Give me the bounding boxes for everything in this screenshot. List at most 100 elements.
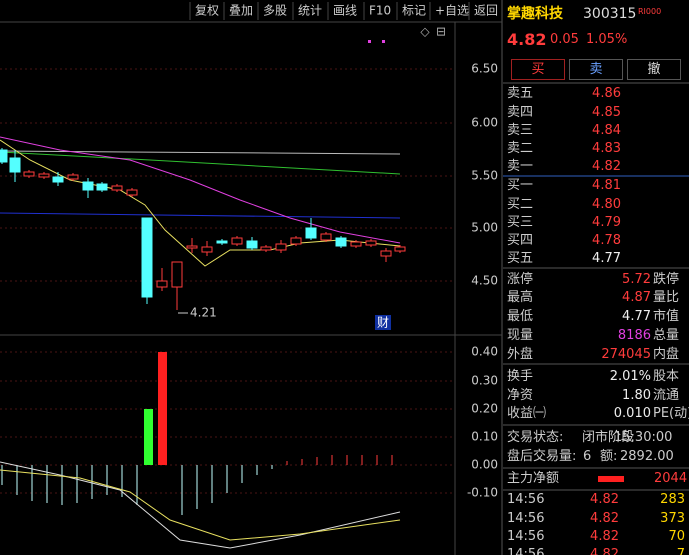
candle-body [350, 241, 362, 247]
toolbar-button[interactable]: 返回 [474, 4, 498, 18]
flow-value: 2044 [654, 471, 688, 486]
stat-label: 总量 [653, 328, 680, 343]
candle-body [171, 261, 183, 288]
candle-body [305, 227, 317, 239]
macd-bar [144, 409, 153, 465]
candle-body [126, 189, 138, 196]
stat-label: 换手 [507, 369, 534, 384]
status-label: 盘后交易量: [507, 449, 577, 464]
ask-label: 卖一 [507, 159, 534, 174]
candle-body [320, 233, 332, 241]
stat-label: PE(动) [653, 406, 689, 421]
bid-price: 4.78 [592, 233, 621, 248]
bid-label: 买三 [507, 215, 534, 230]
ask-price: 4.85 [592, 105, 621, 120]
flow-label: 主力净额 [507, 471, 560, 486]
status-value: 6 [583, 449, 592, 464]
bid-price: 4.81 [592, 178, 621, 193]
candle-body [201, 246, 213, 253]
ask-label: 卖五 [507, 86, 534, 101]
trade-time: 14:56 [507, 492, 545, 507]
candle-body [9, 157, 21, 173]
ask-price: 4.83 [592, 141, 621, 156]
bid-label: 买五 [507, 251, 534, 266]
ma-line [0, 212, 401, 219]
y-tick-label: 6.50 [471, 62, 498, 76]
toolbar-button[interactable]: 叠加 [229, 4, 253, 18]
trade-volume: 70 [668, 529, 685, 544]
candle-body [275, 243, 287, 251]
bid-label: 买四 [507, 233, 534, 248]
macd-bar [158, 352, 167, 465]
stat-value: 8186 [617, 328, 651, 343]
status-value: 2892.00 [620, 449, 674, 464]
stat-label: 股本 [653, 369, 680, 384]
stat-label: 收益㈠ [507, 406, 547, 421]
toolbar-button[interactable]: 复权 [195, 4, 219, 18]
stat-label: 最高 [507, 290, 534, 305]
ma-line [0, 136, 401, 244]
toolbar-button[interactable]: F10 [369, 4, 391, 18]
trade-time: 14:56 [507, 529, 545, 544]
candle-body [186, 245, 198, 249]
y-tick-label: 0.10 [471, 430, 498, 444]
icon[interactable]: ◇ [420, 25, 430, 39]
candle-body [52, 176, 64, 183]
y-tick-label: 5.50 [471, 169, 498, 183]
candle-body [216, 240, 228, 244]
ask-label: 卖三 [507, 123, 534, 138]
stat-label: 内盘 [653, 347, 680, 362]
candle-body [141, 217, 153, 298]
badge-box [375, 315, 391, 330]
low-label: 4.21 [190, 306, 217, 320]
y-tick-label: 0.40 [471, 345, 498, 359]
trade-button[interactable]: 卖 [569, 59, 623, 80]
ask-price: 4.84 [592, 123, 621, 138]
toolbar-button[interactable]: 画线 [333, 4, 357, 18]
icon[interactable]: ⊟ [436, 25, 446, 39]
toolbar-button[interactable]: 标记 [402, 4, 426, 18]
stat-value: 1.80 [622, 388, 651, 403]
stat-label: 最低 [507, 309, 534, 324]
trade-price: 4.82 [590, 547, 619, 555]
stat-value: 4.77 [622, 309, 651, 324]
y-tick-label: -0.10 [467, 486, 498, 500]
trade-volume: 283 [660, 492, 685, 507]
ask-label: 卖四 [507, 105, 534, 120]
candle-body [0, 149, 8, 163]
candle-body [156, 280, 168, 288]
stat-label: 现量 [507, 328, 534, 343]
stock-code: 300315 [583, 6, 637, 22]
dot [382, 40, 385, 43]
trade-price: 4.82 [590, 492, 619, 507]
status-value: 闭市阶段 [582, 430, 635, 445]
toolbar-button[interactable]: 统计 [298, 4, 322, 18]
ma-line [0, 139, 401, 267]
candle-body [260, 246, 272, 251]
trade-price: 4.82 [590, 511, 619, 526]
trade-button[interactable]: 撤 [627, 59, 681, 80]
price-change-pct: 1.05% [586, 32, 628, 47]
stat-value: 0.010 [613, 406, 651, 421]
toolbar-button[interactable]: +自选 [435, 4, 469, 18]
stat-label: 净资 [507, 388, 534, 403]
ask-price: 4.86 [592, 86, 621, 101]
stat-label: 流通 [653, 388, 680, 403]
trade-volume: 373 [660, 511, 685, 526]
trade-button[interactable]: 买 [511, 59, 565, 80]
status-time: 15:30:00 [614, 430, 673, 445]
candle-body [67, 174, 79, 180]
y-tick-label: 0.20 [471, 402, 498, 416]
status-label: 交易状态: [507, 430, 564, 445]
candle-body [290, 237, 302, 245]
price-change: 0.05 [550, 32, 579, 47]
candle-body [365, 240, 377, 246]
toolbar-button[interactable]: 多股 [263, 4, 287, 18]
stat-value: 274045 [601, 347, 651, 362]
ma-line [0, 469, 401, 541]
stat-label: 涨停 [507, 272, 534, 287]
stat-value: 5.72 [622, 272, 651, 287]
bid-price: 4.80 [592, 197, 621, 212]
ask-label: 卖二 [507, 141, 534, 156]
